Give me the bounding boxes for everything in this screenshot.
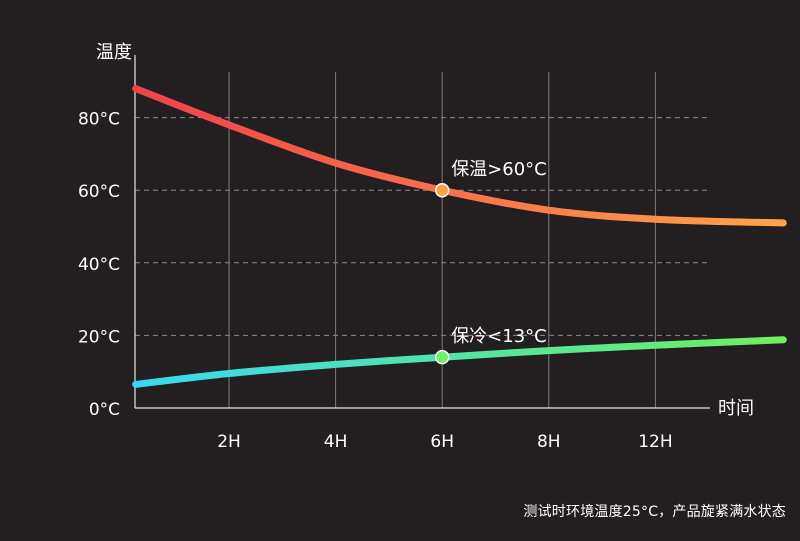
y-tick-label: 0°C [89, 400, 120, 420]
x-tick-label: 12H [638, 432, 672, 452]
annotation-label: 保冷<13°C [451, 326, 547, 347]
x-tick-label: 4H [324, 432, 348, 452]
annotation-marker [434, 182, 450, 198]
x-tick-label: 8H [537, 432, 561, 452]
axes: 温度 时间 [96, 42, 754, 419]
y-tick-label: 80°C [78, 110, 120, 130]
annotation-marker [434, 349, 450, 365]
series-line-hot [132, 85, 787, 227]
annotations: 保温>60°C 保冷<13°C [434, 159, 547, 365]
x-tick-label: 2H [217, 432, 241, 452]
x-tick-labels: 2H 4H 6H 8H 12H [217, 432, 672, 452]
y-tick-label: 20°C [78, 327, 120, 347]
y-tick-labels: 0°C 20°C 40°C 60°C 80°C [78, 110, 120, 420]
y-axis-title: 温度 [96, 42, 132, 63]
x-axis-title: 时间 [718, 398, 754, 419]
y-tick-label: 60°C [78, 182, 120, 202]
x-tick-label: 6H [430, 432, 454, 452]
y-tick-label: 40°C [78, 255, 120, 275]
footnote: 测试时环境温度25°C，产品旋紧满水状态 [523, 504, 786, 520]
annotation-label: 保温>60°C [451, 159, 547, 180]
